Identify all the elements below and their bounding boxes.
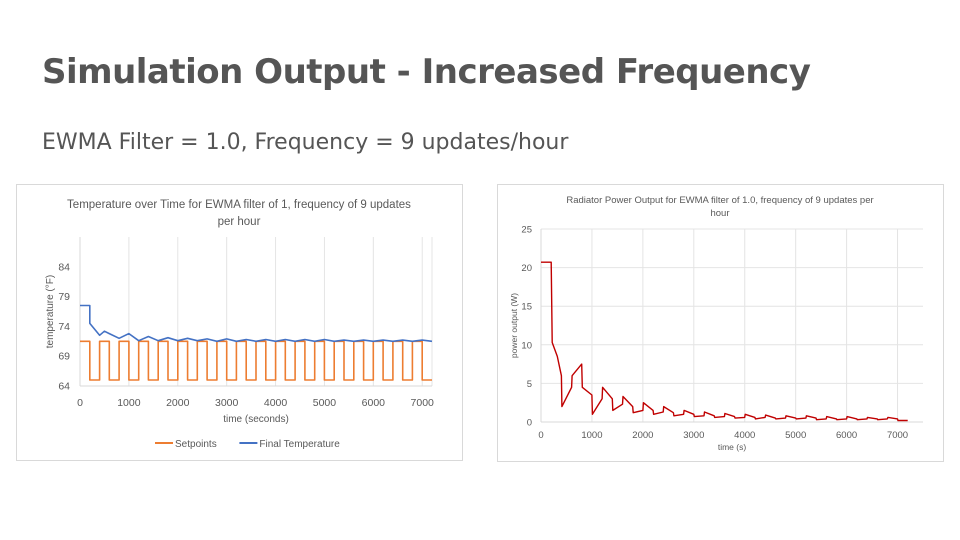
x-tick-label: 5000 (313, 397, 337, 409)
x-tick-label: 6000 (836, 430, 857, 441)
chart-title-line: hour (710, 208, 729, 219)
x-axis-label: time (s) (718, 442, 747, 452)
y-tick-label: 10 (521, 340, 532, 351)
y-tick-label: 20 (521, 263, 532, 274)
power-output-series-line (541, 261, 908, 422)
x-tick-label: 6000 (362, 397, 386, 409)
x-tick-label: 7000 (887, 430, 908, 441)
temperature-chart: Temperature over Time for EWMA filter of… (45, 199, 435, 450)
x-tick-label: 2000 (166, 397, 190, 409)
x-tick-label: 0 (538, 430, 543, 441)
x-tick-label: 0 (77, 397, 83, 409)
setpoints-series-line (80, 340, 432, 381)
y-tick-label: 15 (521, 302, 532, 313)
x-tick-label: 3000 (683, 430, 704, 441)
x-tick-label: 4000 (734, 430, 755, 441)
y-tick-label: 74 (58, 321, 70, 333)
x-axis-label: time (seconds) (223, 414, 289, 425)
x-tick-label: 3000 (215, 397, 239, 409)
x-tick-label: 1000 (117, 397, 141, 409)
y-tick-label: 84 (58, 261, 70, 273)
chart-title-line: Radiator Power Output for EWMA filter of… (566, 195, 873, 206)
final-temperature-series-line (80, 304, 433, 343)
y-tick-label: 0 (527, 418, 532, 429)
power-chart: Radiator Power Output for EWMA filter of… (509, 195, 923, 452)
legend-label: Setpoints (175, 439, 217, 450)
x-tick-label: 2000 (632, 430, 653, 441)
y-tick-label: 25 (521, 225, 532, 236)
slide-title: Simulation Output - Increased Frequency (42, 52, 811, 92)
y-tick-label: 79 (58, 291, 70, 303)
x-tick-label: 1000 (581, 430, 602, 441)
chart-title-line: per hour (218, 216, 261, 228)
legend-label: Final Temperature (259, 439, 340, 450)
temperature-chart-panel: Temperature over Time for EWMA filter of… (16, 184, 463, 461)
x-tick-label: 5000 (785, 430, 806, 441)
slide-subtitle: EWMA Filter = 1.0, Frequency = 9 updates… (42, 130, 569, 155)
chart-title-line: Temperature over Time for EWMA filter of… (67, 199, 411, 211)
y-axis-label: temperature (°F) (45, 275, 56, 348)
y-axis-label: power output (W) (509, 293, 519, 358)
y-tick-label: 5 (527, 379, 532, 390)
y-tick-label: 69 (58, 351, 70, 363)
x-tick-label: 4000 (264, 397, 288, 409)
x-tick-label: 7000 (411, 397, 435, 409)
power-chart-panel: Radiator Power Output for EWMA filter of… (497, 184, 944, 462)
y-tick-label: 64 (58, 381, 70, 393)
